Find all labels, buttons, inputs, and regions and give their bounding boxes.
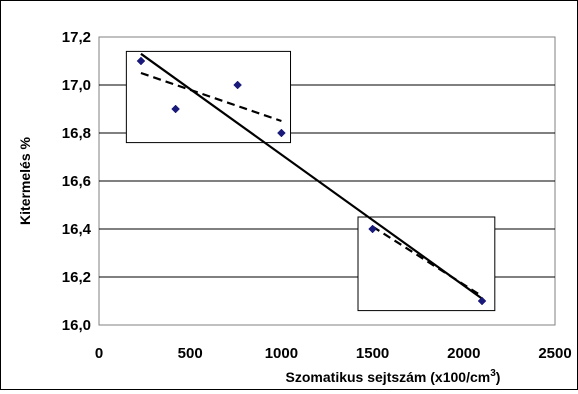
x-axis-title: Szomatikus sejtszám (x100/cm3)	[286, 368, 501, 385]
y-tick-label: 16,8	[62, 125, 91, 142]
y-axis-title: Kitermelés %	[17, 136, 33, 224]
y-tick-labels: 16,0 16,2 16,4 16,6 16,8 17,0 17,2	[62, 29, 92, 334]
data-point-marker	[233, 80, 242, 90]
y-tick-label: 16,6	[62, 173, 91, 190]
trend-lines	[140, 52, 483, 300]
highlight-boxes	[125, 50, 496, 312]
x-tick-label: 1500	[356, 345, 389, 362]
y-tick-label: 16,0	[62, 317, 91, 334]
y-tick-label: 17,2	[62, 29, 91, 46]
highlight-box	[357, 216, 496, 312]
x-tick-label: 0	[95, 345, 103, 362]
data-points	[136, 56, 487, 306]
x-tick-label: 2000	[447, 345, 480, 362]
y-tick-label: 17,0	[62, 77, 91, 94]
y-tick-label: 16,4	[62, 221, 92, 238]
data-point-marker	[368, 224, 377, 234]
trend-line-solid	[140, 52, 483, 300]
x-tick-label: 500	[178, 345, 203, 362]
data-point-marker	[477, 296, 487, 306]
x-axis-title-superscript: 3	[490, 368, 496, 379]
x-tick-label: 2500	[538, 345, 571, 362]
data-point-marker	[171, 104, 180, 114]
y-tick-label: 16,2	[62, 269, 91, 286]
x-tick-labels: 0 500 1000 1500 2000 2500	[95, 345, 572, 362]
trend-line-dashed	[372, 225, 483, 298]
trend-line-dashed	[140, 71, 282, 123]
x-axis-title-main: Szomatikus sejtszám (x100/cm	[286, 369, 491, 385]
x-axis-title-end: )	[496, 369, 501, 385]
data-point-marker	[277, 128, 286, 138]
x-tick-label: 1000	[265, 345, 298, 362]
data-point-marker	[136, 56, 146, 66]
